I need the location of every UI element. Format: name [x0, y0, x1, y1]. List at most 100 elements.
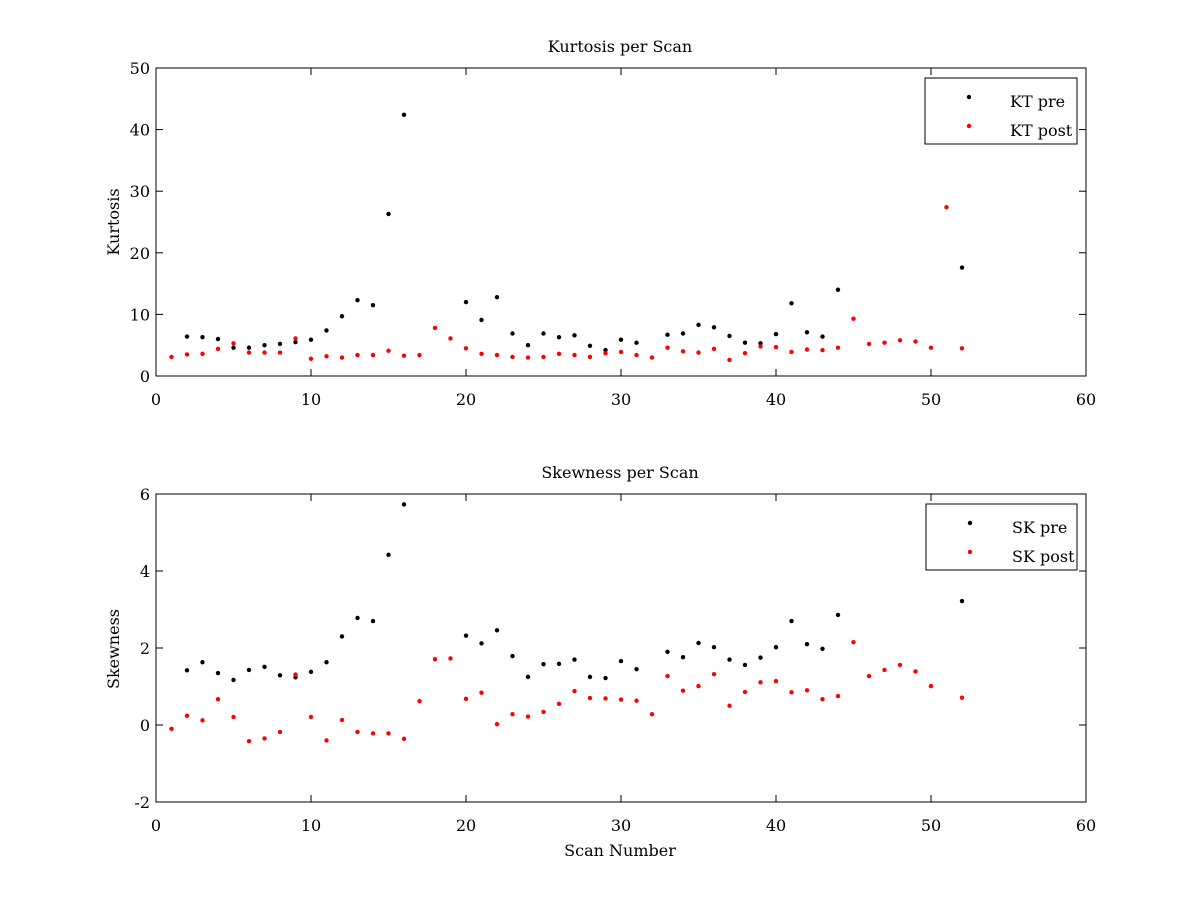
x-tick-label: 0 — [151, 816, 161, 835]
data-point-sk-post — [711, 671, 717, 677]
data-point-sk-post — [851, 640, 856, 645]
chart-title: Kurtosis per Scan — [548, 37, 692, 56]
plot-frame — [155, 67, 1087, 377]
data-point-sk-post — [820, 697, 825, 702]
data-point-kt-post — [355, 352, 360, 358]
data-point-sk-post — [572, 688, 577, 694]
legend: SK pre SK post — [925, 503, 1078, 571]
data-point-kt-post — [866, 341, 872, 347]
data-point-sk-post — [448, 656, 453, 661]
data-point-sk-pre — [215, 670, 221, 676]
data-point-sk-post — [634, 698, 639, 703]
data-point-kt-post — [215, 346, 221, 352]
data-point-kt-pre — [324, 328, 329, 333]
data-point-kt-post — [541, 354, 546, 360]
data-point-kt-post — [587, 354, 593, 360]
data-point-kt-post — [804, 347, 810, 352]
data-point-kt-pre — [525, 343, 531, 348]
data-point-sk-pre — [200, 660, 205, 665]
y-tick-label: 50 — [130, 59, 150, 78]
data-point-sk-pre — [184, 668, 190, 673]
y-tick-label: 0 — [140, 716, 150, 735]
data-point-kt-pre — [680, 331, 686, 336]
data-point-sk-post — [541, 709, 546, 715]
data-point-kt-post — [200, 351, 205, 357]
legend-box — [924, 77, 1078, 145]
data-point-kt-pre — [262, 343, 267, 348]
data-point-sk-post — [618, 697, 624, 702]
data-point-kt-post — [448, 336, 453, 341]
kurtosis-chart: Kurtosis per Scan Kurtosis 0 10 20 30 40 50 60… — [104, 37, 1096, 409]
data-point-kt-post — [525, 355, 531, 360]
data-point-kt-post — [789, 349, 794, 355]
data-point-kt-pre — [587, 343, 593, 349]
data-point-kt-post — [308, 356, 314, 361]
y-tick-label: 0 — [140, 367, 150, 386]
x-tick-label: 0 — [151, 390, 161, 409]
data-point-sk-pre — [820, 646, 825, 651]
data-point-kt-post — [773, 344, 779, 350]
data-point-sk-post — [355, 729, 360, 735]
data-point-sk-pre — [324, 660, 329, 665]
data-point-kt-pre — [665, 332, 670, 337]
data-point-sk-post — [401, 736, 407, 742]
data-point-kt-pre — [835, 287, 841, 292]
data-point-kt-pre — [184, 334, 190, 339]
data-point-sk-post — [417, 698, 422, 704]
x-tick-label: 60 — [1076, 390, 1096, 409]
data-point-kt-pre — [804, 330, 810, 335]
data-point-sk-post — [882, 667, 887, 673]
y-axis-label: Skewness — [104, 609, 123, 689]
data-point-kt-post — [324, 354, 329, 359]
data-point-kt-pre — [308, 337, 314, 342]
skewness-chart: Skewness per Scan Skewness Scan Number 0… — [104, 463, 1096, 860]
data-point-kt-post — [649, 355, 655, 360]
data-point-kt-post — [463, 346, 469, 351]
data-point-sk-post — [293, 672, 298, 677]
data-point-sk-pre — [308, 669, 314, 675]
data-point-sk-pre — [556, 661, 562, 666]
data-point-kt-post — [742, 351, 748, 356]
data-point-kt-pre — [370, 302, 376, 308]
x-tick-label: 60 — [1076, 816, 1096, 835]
data-point-sk-pre — [277, 673, 283, 678]
data-point-kt-post — [293, 336, 298, 341]
data-point-sk-pre — [541, 661, 546, 667]
data-point-sk-pre — [758, 655, 763, 660]
data-point-kt-pre — [463, 299, 469, 305]
data-point-sk-post — [479, 690, 484, 695]
x-tick-label: 40 — [766, 816, 786, 835]
data-point-sk-pre — [789, 618, 794, 624]
data-point-sk-pre — [727, 657, 732, 662]
data-point-sk-post — [231, 714, 236, 720]
data-point-kt-post — [665, 345, 670, 350]
x-tick-label: 10 — [301, 816, 321, 835]
legend-marker-sk-post — [967, 549, 973, 555]
x-axis-label: Scan Number — [564, 841, 676, 860]
data-point-sk-pre — [804, 641, 810, 647]
y-axis-label: Kurtosis — [104, 188, 123, 255]
data-point-kt-post — [928, 345, 934, 350]
data-point-kt-post — [432, 325, 438, 331]
data-point-kt-pre — [246, 345, 252, 350]
data-point-kt-post — [370, 352, 376, 358]
x-tick-label: 30 — [611, 816, 631, 835]
data-point-kt-pre — [773, 331, 779, 337]
data-point-kt-post — [944, 205, 949, 210]
data-point-kt-post — [634, 352, 639, 358]
data-point-kt-post — [820, 347, 825, 353]
y-tick-label: 40 — [130, 121, 150, 140]
data-point-kt-pre — [618, 337, 624, 342]
data-point-sk-post — [742, 689, 748, 695]
data-point-kt-pre — [200, 334, 205, 340]
data-point-sk-post — [246, 738, 252, 744]
data-point-kt-pre — [789, 301, 794, 306]
data-point-sk-post — [370, 731, 376, 736]
data-point-kt-pre — [494, 294, 500, 300]
data-point-kt-pre — [386, 211, 391, 217]
data-point-sk-post — [215, 697, 221, 702]
data-point-sk-pre — [463, 633, 469, 638]
legend-marker-kt-post — [966, 123, 972, 129]
data-point-sk-pre — [386, 552, 391, 558]
data-point-kt-post — [758, 344, 763, 349]
